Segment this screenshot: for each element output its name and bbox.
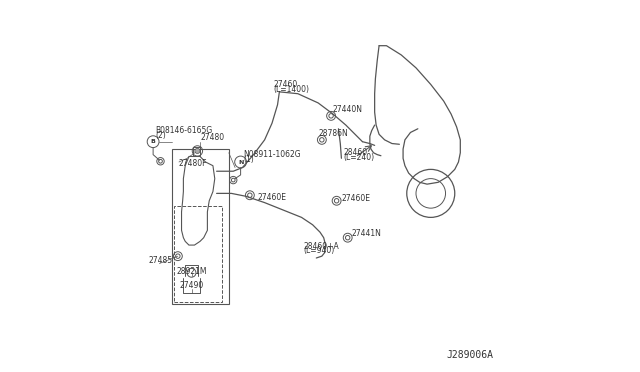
Text: (L=1400): (L=1400) <box>274 85 310 94</box>
Text: N: N <box>238 160 243 164</box>
Text: B08146-6165G: B08146-6165G <box>156 126 213 135</box>
Text: 27485: 27485 <box>148 256 172 265</box>
Text: 27460: 27460 <box>274 80 298 89</box>
Bar <box>174 206 222 302</box>
Text: 28460: 28460 <box>343 148 367 157</box>
Text: (L=940): (L=940) <box>303 246 335 256</box>
Text: N08911-1062G: N08911-1062G <box>244 150 301 160</box>
Text: 27441N: 27441N <box>351 230 381 238</box>
Bar <box>172 149 229 304</box>
Text: 27460E: 27460E <box>258 192 287 202</box>
Text: J289006A: J289006A <box>447 350 493 359</box>
Text: 28921M: 28921M <box>176 267 207 276</box>
Text: (2): (2) <box>156 131 166 140</box>
Circle shape <box>195 148 200 154</box>
Text: 27480: 27480 <box>200 134 224 142</box>
Text: (1): (1) <box>244 155 254 164</box>
Text: 27480F: 27480F <box>179 159 207 168</box>
Text: 27490: 27490 <box>180 281 204 290</box>
Text: 28786N: 28786N <box>319 129 349 138</box>
Text: 27440N: 27440N <box>333 105 363 114</box>
Text: (L=240): (L=240) <box>343 153 374 162</box>
Text: 28460+A: 28460+A <box>303 241 339 251</box>
Text: 27460E: 27460E <box>341 194 370 203</box>
Text: B: B <box>150 139 156 144</box>
